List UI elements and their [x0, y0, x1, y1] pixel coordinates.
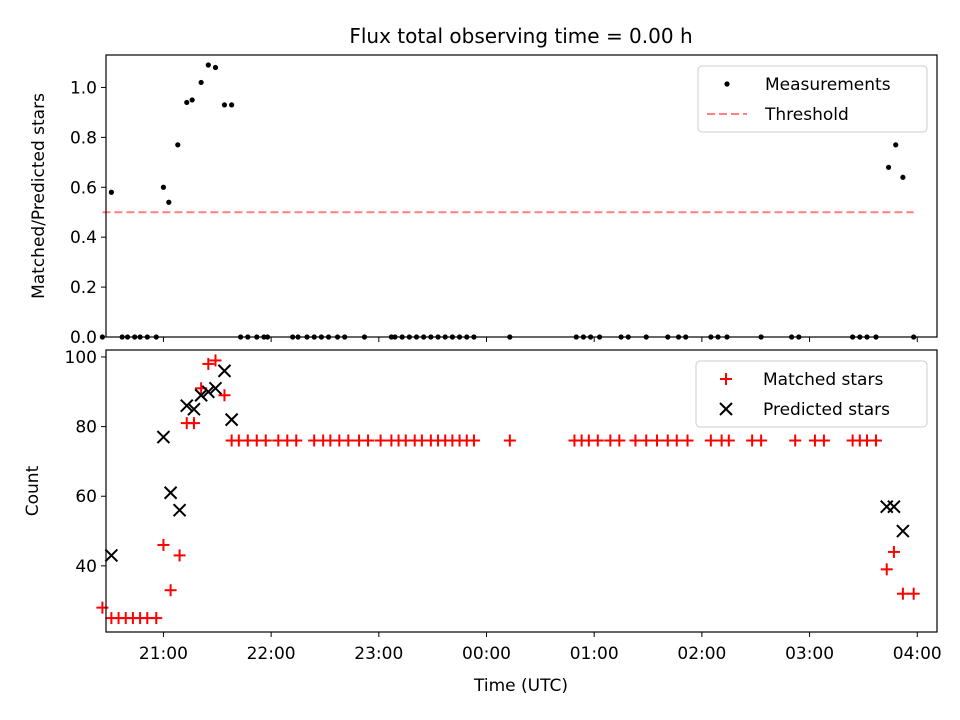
- legend-measurements-label: Measurements: [765, 75, 891, 95]
- matched-star-point: [896, 587, 909, 600]
- top-y-tick-label: 1.0: [70, 78, 97, 98]
- matched-star-point: [817, 434, 830, 447]
- matched-star-point: [157, 538, 170, 551]
- bottom-panel: Count Time (UTC): [23, 349, 938, 696]
- legend-predicted-label: Predicted stars: [763, 400, 890, 420]
- matched-star-point: [789, 434, 802, 447]
- predicted-star-point: [156, 430, 171, 444]
- legend-predicted-marker: [719, 402, 733, 416]
- matched-star-point: [681, 434, 694, 447]
- top-legend: Measurements Threshold: [697, 65, 928, 133]
- top-panel: Matched/Predicted stars: [29, 54, 938, 340]
- matched-star-point: [374, 434, 387, 447]
- bottom-x-axis-label: Time (UTC): [473, 676, 568, 696]
- matched-star-point: [259, 434, 272, 447]
- bottom-x-tick-label: 02:00: [677, 644, 726, 664]
- top-y-tick-label: 0.8: [70, 128, 97, 148]
- bottom-y-tick-label: 40: [75, 557, 97, 577]
- measurement-point: [212, 64, 219, 71]
- measurement-point: [166, 199, 172, 205]
- bottom-y-axis-label: Count: [23, 465, 43, 516]
- measurement-point: [229, 102, 235, 108]
- measurement-point: [205, 62, 211, 68]
- top-y-tick-label: 0.2: [70, 278, 97, 298]
- predicted-star-point: [104, 548, 119, 563]
- top-y-tick-label: 0.6: [70, 178, 97, 198]
- bottom-axes-frame: [105, 349, 938, 633]
- predicted-star-point: [224, 412, 239, 427]
- matched-star-point: [755, 434, 768, 447]
- legend-threshold-label: Threshold: [764, 105, 849, 125]
- matched-star-point: [173, 549, 186, 562]
- measurement-point: [198, 79, 204, 86]
- measurement-point: [108, 189, 114, 195]
- bottom-plot-area: [96, 354, 920, 625]
- matched-star-point: [651, 434, 664, 447]
- measurement-point: [175, 142, 181, 148]
- measurement-point: [184, 99, 190, 106]
- matched-star-point: [670, 434, 683, 447]
- top-legend-box: [697, 65, 928, 133]
- bottom-x-tick-label: 22:00: [247, 644, 296, 664]
- chart-title: Flux total observing time = 0.00 h: [349, 24, 692, 48]
- predicted-star-point: [180, 398, 194, 413]
- predicted-star-point: [163, 486, 178, 500]
- matched-star-point: [202, 357, 215, 370]
- top-axes-frame: [105, 54, 938, 338]
- matched-star-point: [362, 434, 375, 447]
- matched-star-point: [887, 545, 900, 558]
- matched-star-point: [290, 434, 303, 447]
- matched-star-point: [218, 389, 231, 402]
- matched-star-point: [209, 354, 222, 367]
- matched-star-point: [869, 434, 882, 447]
- bottom-legend-box: [695, 360, 928, 428]
- matched-star-point: [96, 601, 109, 614]
- legend-matched-label: Matched stars: [763, 370, 883, 390]
- legend-matched-marker: [720, 373, 732, 385]
- measurement-point: [221, 102, 228, 108]
- bottom-legend: Matched stars Predicted stars: [695, 360, 928, 428]
- predicted-star-point: [194, 388, 208, 402]
- predicted-star-point: [887, 499, 901, 514]
- matched-star-point: [342, 434, 355, 447]
- bottom-x-tick-label: 23:00: [354, 644, 403, 664]
- matched-star-point: [722, 434, 735, 447]
- predicted-star-point: [187, 402, 201, 416]
- matched-star-point: [150, 612, 163, 625]
- matched-star-point: [907, 587, 920, 600]
- matched-star-point: [187, 417, 200, 430]
- bottom-x-tick-label: 03:00: [785, 644, 834, 664]
- matched-star-point: [704, 434, 717, 447]
- bottom-x-tick-label: 21:00: [139, 644, 188, 664]
- bottom-y-tick-label: 100: [65, 348, 97, 368]
- bottom-x-tick-label: 01:00: [570, 644, 619, 664]
- bottom-x-tick-label: 04:00: [893, 644, 942, 664]
- predicted-star-point: [172, 503, 187, 517]
- matched-star-point: [503, 434, 516, 447]
- bottom-x-tick-label: 00:00: [462, 644, 511, 664]
- measurement-point: [900, 174, 906, 180]
- matched-star-point: [613, 434, 626, 447]
- bottom-y-tick-label: 60: [75, 487, 97, 507]
- matched-star-point: [640, 434, 653, 447]
- matched-star-point: [164, 584, 177, 597]
- top-y-axis-label: Matched/Predicted stars: [29, 93, 49, 299]
- top-y-tick-label: 0.4: [70, 228, 97, 248]
- predicted-star-point: [217, 364, 232, 378]
- matched-star-point: [629, 434, 642, 447]
- measurement-point: [893, 142, 899, 148]
- predicted-star-point: [896, 524, 910, 538]
- measurement-point: [885, 164, 892, 170]
- predicted-star-point: [201, 385, 216, 399]
- top-y-tick-label: 0.0: [70, 328, 97, 348]
- matched-star-point: [467, 434, 480, 447]
- measurement-point: [189, 97, 195, 103]
- matched-star-point: [591, 434, 604, 447]
- matched-star-point: [880, 563, 893, 576]
- predicted-star-point: [208, 381, 223, 396]
- measurement-point: [160, 184, 167, 190]
- bottom-y-tick-label: 80: [75, 418, 97, 438]
- legend-measurements-marker: [724, 81, 730, 87]
